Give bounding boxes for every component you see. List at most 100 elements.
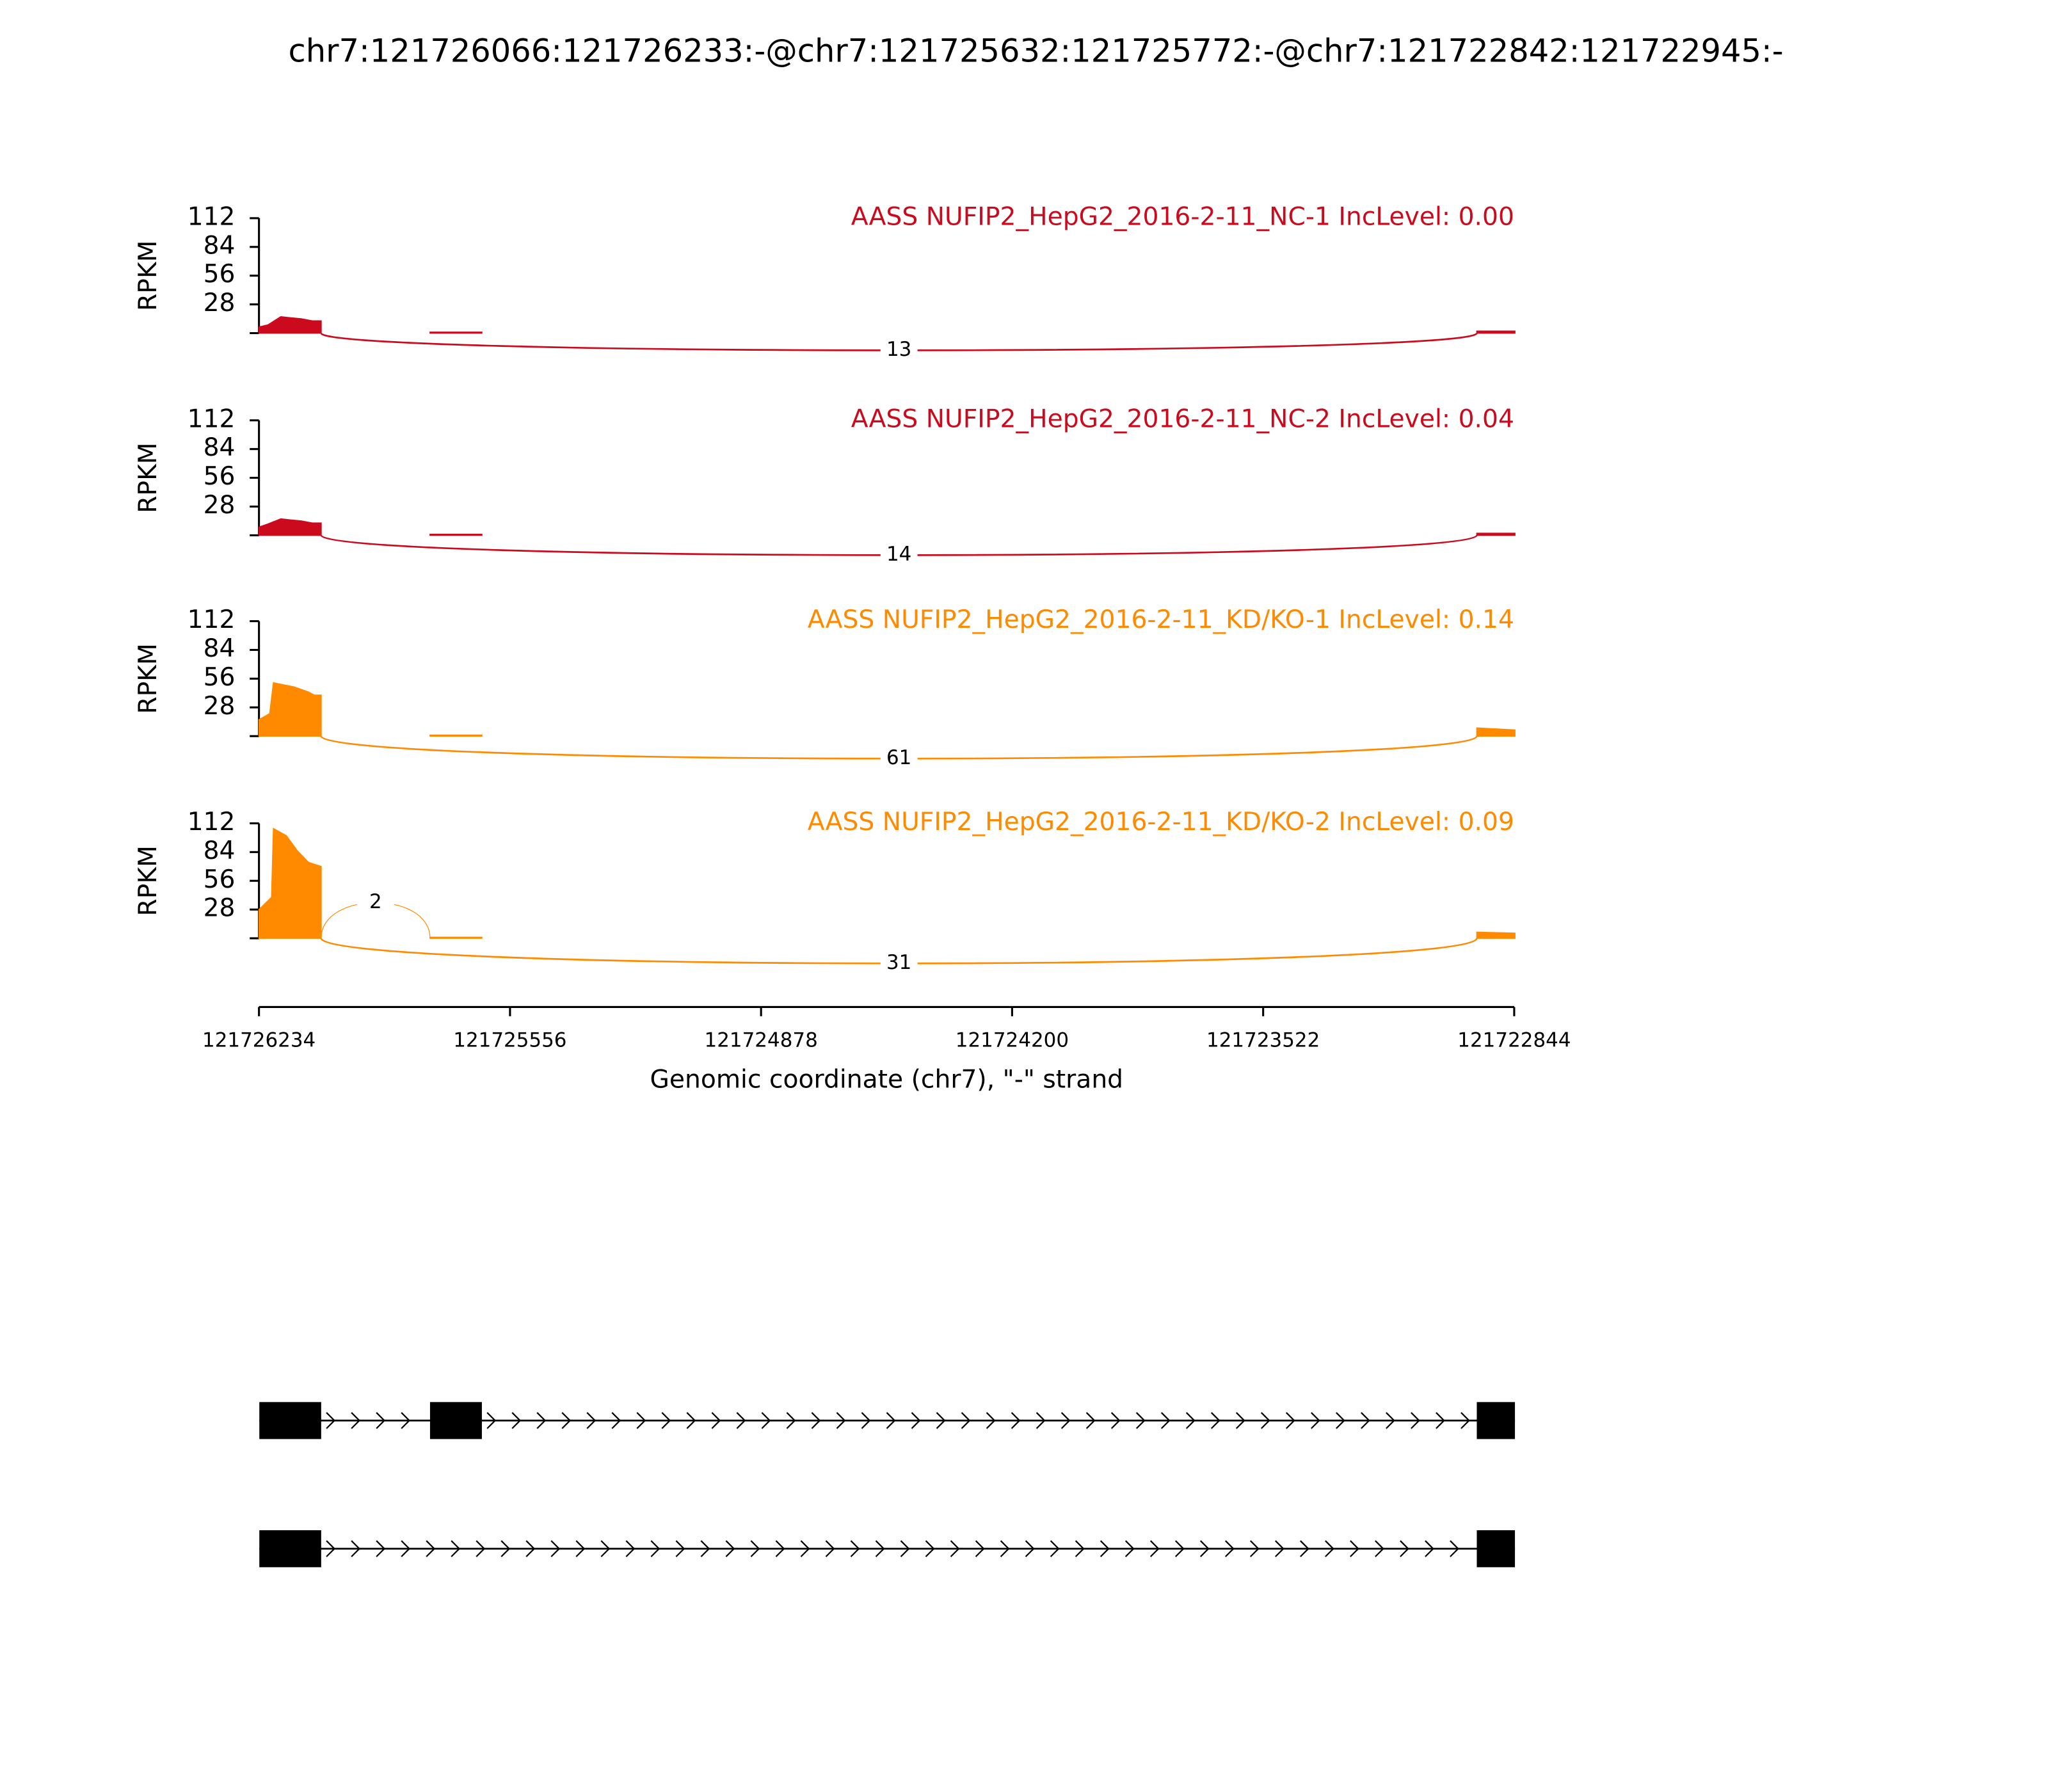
y-tick-label: 28: [204, 491, 236, 520]
strand-chevron: [1011, 1412, 1021, 1429]
strand-chevron: [1174, 1540, 1185, 1558]
coverage-area: [258, 828, 1516, 939]
strand-chevron: [1411, 1412, 1420, 1429]
strand-chevron: [426, 1540, 436, 1558]
strand-chevron: [661, 1412, 671, 1429]
x-tick-label: 121724878: [705, 1029, 818, 1052]
strand-chevron: [586, 1412, 596, 1429]
coverage-area: [258, 682, 1516, 737]
strand-chevron: [1250, 1540, 1260, 1558]
strand-chevron: [1325, 1540, 1334, 1558]
exon: [259, 1402, 321, 1439]
strand-chevron: [636, 1412, 646, 1429]
strand-chevron: [451, 1540, 461, 1558]
strand-chevron: [861, 1412, 871, 1429]
x-tick-label: 121723522: [1206, 1029, 1320, 1052]
y-tick-label: 28: [204, 894, 236, 923]
strand-chevron: [886, 1412, 896, 1429]
y-axis-label: RPKM: [134, 845, 163, 916]
strand-chevron: [1000, 1540, 1010, 1558]
strand-chevron: [575, 1540, 586, 1558]
strand-chevron: [351, 1540, 361, 1558]
y-tick-label: 112: [188, 605, 236, 634]
y-tick-label: 84: [204, 634, 236, 663]
strand-chevron: [761, 1412, 771, 1429]
y-tick-label: 84: [204, 231, 236, 260]
y-axis-label: RPKM: [134, 442, 163, 513]
strand-chevron: [786, 1412, 796, 1429]
x-tick-label: 121722844: [1457, 1029, 1571, 1052]
strand-chevron: [800, 1540, 810, 1558]
strand-chevron: [1436, 1412, 1445, 1429]
strand-chevron: [1185, 1412, 1196, 1429]
strand-chevron: [611, 1412, 621, 1429]
junction-label-bg: [880, 338, 918, 362]
panel-label: AASS NUFIP2_HepG2_2016-2-11_NC-2 IncLeve…: [851, 404, 1514, 433]
strand-chevron: [1135, 1412, 1146, 1429]
strand-chevron: [1450, 1540, 1459, 1558]
junction-label: 61: [886, 746, 911, 769]
strand-chevron: [536, 1412, 547, 1429]
strand-chevron: [900, 1540, 910, 1558]
y-tick-label: 84: [204, 836, 236, 865]
y-axis-label: RPKM: [134, 240, 163, 310]
strand-chevron: [986, 1412, 996, 1429]
strand-chevron: [1210, 1412, 1220, 1429]
strand-chevron: [1460, 1412, 1470, 1429]
strand-chevron: [875, 1540, 885, 1558]
strand-chevron: [401, 1540, 411, 1558]
y-tick-label: 28: [204, 289, 236, 317]
y-tick-label: 112: [188, 404, 236, 433]
strand-chevron: [1350, 1540, 1359, 1558]
strand-chevron: [975, 1540, 985, 1558]
strand-chevron: [1425, 1540, 1434, 1558]
y-tick-label: 84: [204, 433, 236, 462]
strand-chevron: [600, 1540, 611, 1558]
y-tick-label: 56: [204, 260, 236, 289]
strand-chevron: [351, 1412, 361, 1429]
strand-chevron: [1060, 1412, 1071, 1429]
strand-chevron: [911, 1412, 921, 1429]
coverage-area: [258, 518, 1516, 536]
y-tick-label: 56: [204, 663, 236, 692]
strand-chevron: [1149, 1540, 1160, 1558]
strand-chevron: [1386, 1412, 1395, 1429]
strand-chevron: [1300, 1540, 1309, 1558]
strand-chevron: [725, 1540, 735, 1558]
strand-chevron: [700, 1540, 710, 1558]
strand-chevron: [1025, 1540, 1035, 1558]
strand-chevron: [1124, 1540, 1135, 1558]
strand-chevron: [550, 1540, 561, 1558]
junction-label: 13: [886, 338, 911, 361]
strand-chevron: [401, 1412, 411, 1429]
exon: [259, 1530, 321, 1567]
strand-chevron: [1050, 1540, 1060, 1558]
strand-chevron: [625, 1540, 636, 1558]
strand-chevron: [376, 1412, 386, 1429]
strand-chevron: [650, 1540, 660, 1558]
strand-chevron: [1199, 1540, 1210, 1558]
exon: [1476, 1402, 1516, 1439]
x-axis-label: Genomic coordinate (chr7), "-" strand: [650, 1066, 1123, 1094]
strand-chevron: [686, 1412, 696, 1429]
y-tick-label: 112: [188, 808, 236, 836]
strand-chevron: [1311, 1412, 1320, 1429]
strand-chevron: [476, 1540, 486, 1558]
junction-label: 14: [886, 543, 911, 566]
strand-chevron: [836, 1412, 846, 1429]
y-tick-label: 28: [204, 692, 236, 721]
strand-chevron: [1075, 1540, 1085, 1558]
junction-label-bg: [880, 746, 918, 771]
y-axis-label: RPKM: [134, 643, 163, 714]
x-tick-label: 121724200: [956, 1029, 1069, 1052]
strand-chevron: [1100, 1540, 1110, 1558]
strand-chevron: [775, 1540, 785, 1558]
exon: [429, 1402, 482, 1439]
x-tick-label: 121726234: [202, 1029, 316, 1052]
strand-chevron: [675, 1540, 685, 1558]
strand-chevron: [525, 1540, 536, 1558]
chart-title: chr7:121726066:121726233:-@chr7:12172563…: [289, 32, 1784, 69]
strand-chevron: [850, 1540, 860, 1558]
exon: [1476, 1530, 1516, 1567]
strand-chevron: [376, 1540, 386, 1558]
